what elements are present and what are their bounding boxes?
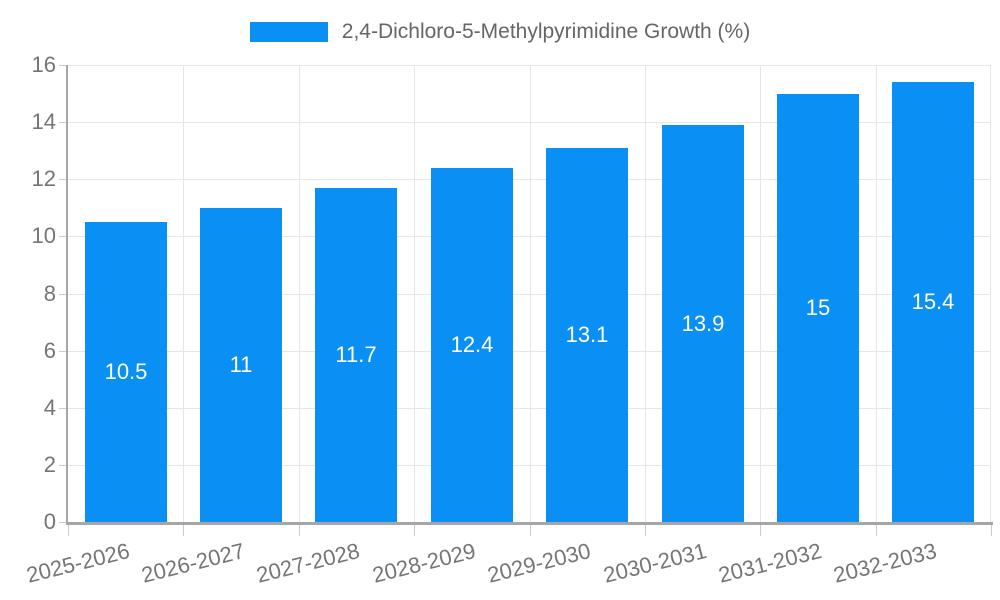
bar[interactable]: 13.9 <box>662 125 744 522</box>
x-tick <box>876 525 877 536</box>
bar-value-label: 10.5 <box>104 359 148 384</box>
bar-value-label: 12.4 <box>450 332 494 357</box>
gridline-v <box>530 65 531 522</box>
y-axis-label: 14 <box>31 109 56 134</box>
y-axis-label: 0 <box>43 509 56 534</box>
x-tick <box>991 525 992 536</box>
y-axis-label: 16 <box>31 52 56 77</box>
y-tick <box>59 522 68 523</box>
gridline-h <box>68 65 991 66</box>
gridline-h <box>68 122 991 123</box>
x-tick <box>299 525 300 536</box>
y-tick <box>59 236 68 237</box>
y-tick <box>59 179 68 180</box>
bar-value-label: 15.4 <box>911 289 955 314</box>
gridline-v <box>414 65 415 522</box>
legend-label: 2,4-Dichloro-5-Methylpyrimidine Growth (… <box>341 20 751 43</box>
gridline-v <box>876 65 877 522</box>
x-axis-line <box>66 522 993 525</box>
x-tick <box>530 525 531 536</box>
y-axis-label: 6 <box>43 338 56 363</box>
gridline-h <box>68 294 991 295</box>
legend-swatch <box>249 22 328 42</box>
y-axis-label: 12 <box>31 166 56 191</box>
y-axis-line <box>66 65 68 522</box>
plot-area: 10.5 11 11.7 12.4 13.1 13.9 15 15.4 <box>68 65 991 522</box>
gridline-h <box>68 236 991 237</box>
y-tick <box>59 351 68 352</box>
y-axis-label: 2 <box>43 452 56 477</box>
bar[interactable]: 15.4 <box>892 82 974 522</box>
chart-legend: 2,4-Dichloro-5-Methylpyrimidine Growth (… <box>0 21 1000 43</box>
y-tick <box>59 465 68 466</box>
bar[interactable]: 15 <box>777 94 859 522</box>
gridline-h <box>68 465 991 466</box>
gridline-v <box>760 65 761 522</box>
x-tick <box>760 525 761 536</box>
bar[interactable]: 11.7 <box>315 188 397 522</box>
gridline-v <box>183 65 184 522</box>
gridline-v <box>299 65 300 522</box>
gridline-v <box>645 65 646 522</box>
bar[interactable]: 11 <box>200 208 282 522</box>
y-axis-label: 4 <box>43 395 56 420</box>
gridline-v <box>990 65 991 522</box>
y-tick <box>59 65 68 66</box>
x-tick <box>414 525 415 536</box>
bar-value-label: 13.9 <box>681 310 725 336</box>
y-tick <box>59 408 68 409</box>
y-tick <box>59 294 68 295</box>
x-tick <box>645 525 646 536</box>
x-tick <box>183 525 184 536</box>
y-tick <box>59 122 68 123</box>
gridline-h <box>68 351 991 352</box>
bar[interactable]: 13.1 <box>546 148 628 522</box>
y-axis-label: 10 <box>31 223 56 248</box>
bar-value-label: 11.7 <box>335 342 377 367</box>
gridline-h <box>68 408 991 409</box>
gridline-h <box>68 179 991 180</box>
bar-value-label: 13.1 <box>565 322 609 347</box>
y-axis-label: 8 <box>43 281 56 306</box>
bar-value-label: 11 <box>229 352 253 377</box>
bar-value-label: 15 <box>805 295 831 320</box>
bar[interactable]: 12.4 <box>431 168 513 522</box>
bar[interactable]: 10.5 <box>85 222 167 522</box>
x-tick <box>68 525 69 536</box>
